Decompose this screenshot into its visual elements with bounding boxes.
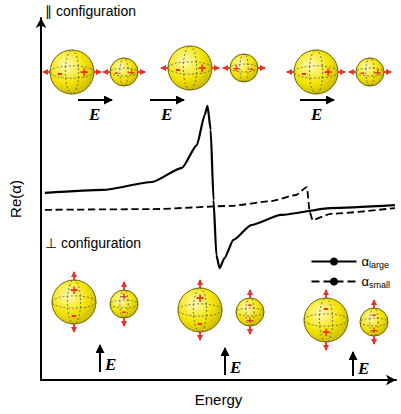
svg-text:-: -	[114, 65, 118, 80]
svg-text:-: -	[57, 64, 62, 81]
svg-text:+: +	[121, 290, 127, 302]
svg-text:-: -	[248, 297, 252, 312]
svg-text:Re(α): Re(α)	[7, 180, 24, 218]
svg-text:+: +	[128, 66, 134, 78]
svg-text:E: E	[88, 105, 100, 124]
svg-text:E: E	[357, 359, 369, 378]
svg-text:E: E	[160, 105, 172, 124]
svg-text:-: -	[71, 306, 76, 323]
svg-text:-: -	[250, 61, 254, 76]
svg-text:Energy: Energy	[195, 391, 243, 408]
svg-text:-: -	[301, 64, 306, 81]
svg-text:+: +	[247, 314, 253, 326]
svg-text:-: -	[122, 304, 126, 319]
svg-text:-: -	[323, 299, 328, 316]
svg-text:+: +	[322, 324, 330, 340]
svg-text:-: -	[372, 307, 376, 322]
svg-text:⊥ configuration: ⊥ configuration	[45, 235, 141, 251]
svg-text:+: +	[371, 324, 377, 336]
svg-text:α: α	[361, 274, 369, 289]
svg-text:+: +	[80, 64, 88, 80]
svg-text:+: +	[324, 64, 332, 80]
svg-text:-: -	[360, 65, 364, 80]
svg-text:α: α	[361, 254, 369, 269]
svg-text:+: +	[196, 290, 204, 306]
svg-text:-: -	[175, 60, 180, 77]
svg-text:E: E	[104, 355, 116, 374]
svg-text:small: small	[369, 280, 390, 290]
svg-text:+: +	[70, 282, 78, 298]
svg-text:E: E	[229, 358, 241, 377]
svg-text:+: +	[233, 62, 239, 74]
svg-text:-: -	[197, 314, 202, 331]
svg-text:large: large	[369, 260, 389, 270]
svg-text:E: E	[310, 105, 322, 124]
svg-text:+: +	[374, 66, 380, 78]
svg-text:+: +	[198, 60, 206, 76]
svg-text:∥ configuration: ∥ configuration	[45, 3, 136, 19]
